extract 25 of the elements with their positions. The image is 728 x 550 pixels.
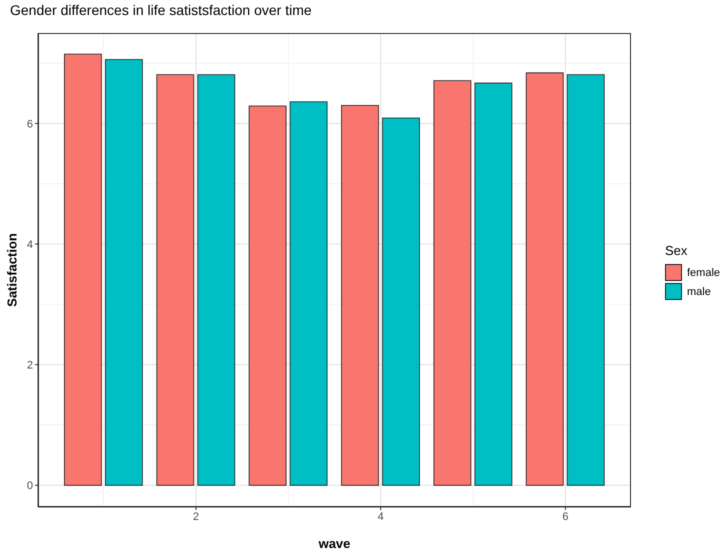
y-axis-title: Satisfaction	[4, 233, 20, 307]
bar	[566, 74, 605, 486]
bar	[433, 80, 472, 486]
bar	[64, 54, 102, 486]
legend-label: male	[687, 286, 711, 298]
y-tick-label: 6	[26, 118, 33, 130]
bar	[382, 118, 420, 486]
bar	[197, 74, 236, 486]
x-tick-label: 4	[378, 510, 384, 523]
legend-label: female	[687, 266, 720, 278]
chart-title: Gender differences in life satistsfaction over time	[10, 2, 312, 18]
y-tick-label: 4	[26, 238, 33, 251]
bar	[104, 59, 143, 486]
bar	[341, 104, 379, 486]
legend-title: Sex	[665, 243, 688, 258]
x-tick-label: 2	[192, 510, 200, 523]
bar	[526, 72, 564, 486]
x-axis-title: wave	[318, 536, 350, 550]
bar	[156, 74, 194, 486]
bar	[474, 82, 512, 486]
y-tick-label: 0	[26, 480, 33, 492]
bar	[248, 106, 287, 486]
bar	[290, 101, 328, 486]
y-tick-label: 2	[26, 360, 33, 372]
x-tick-label: 6	[562, 510, 568, 523]
